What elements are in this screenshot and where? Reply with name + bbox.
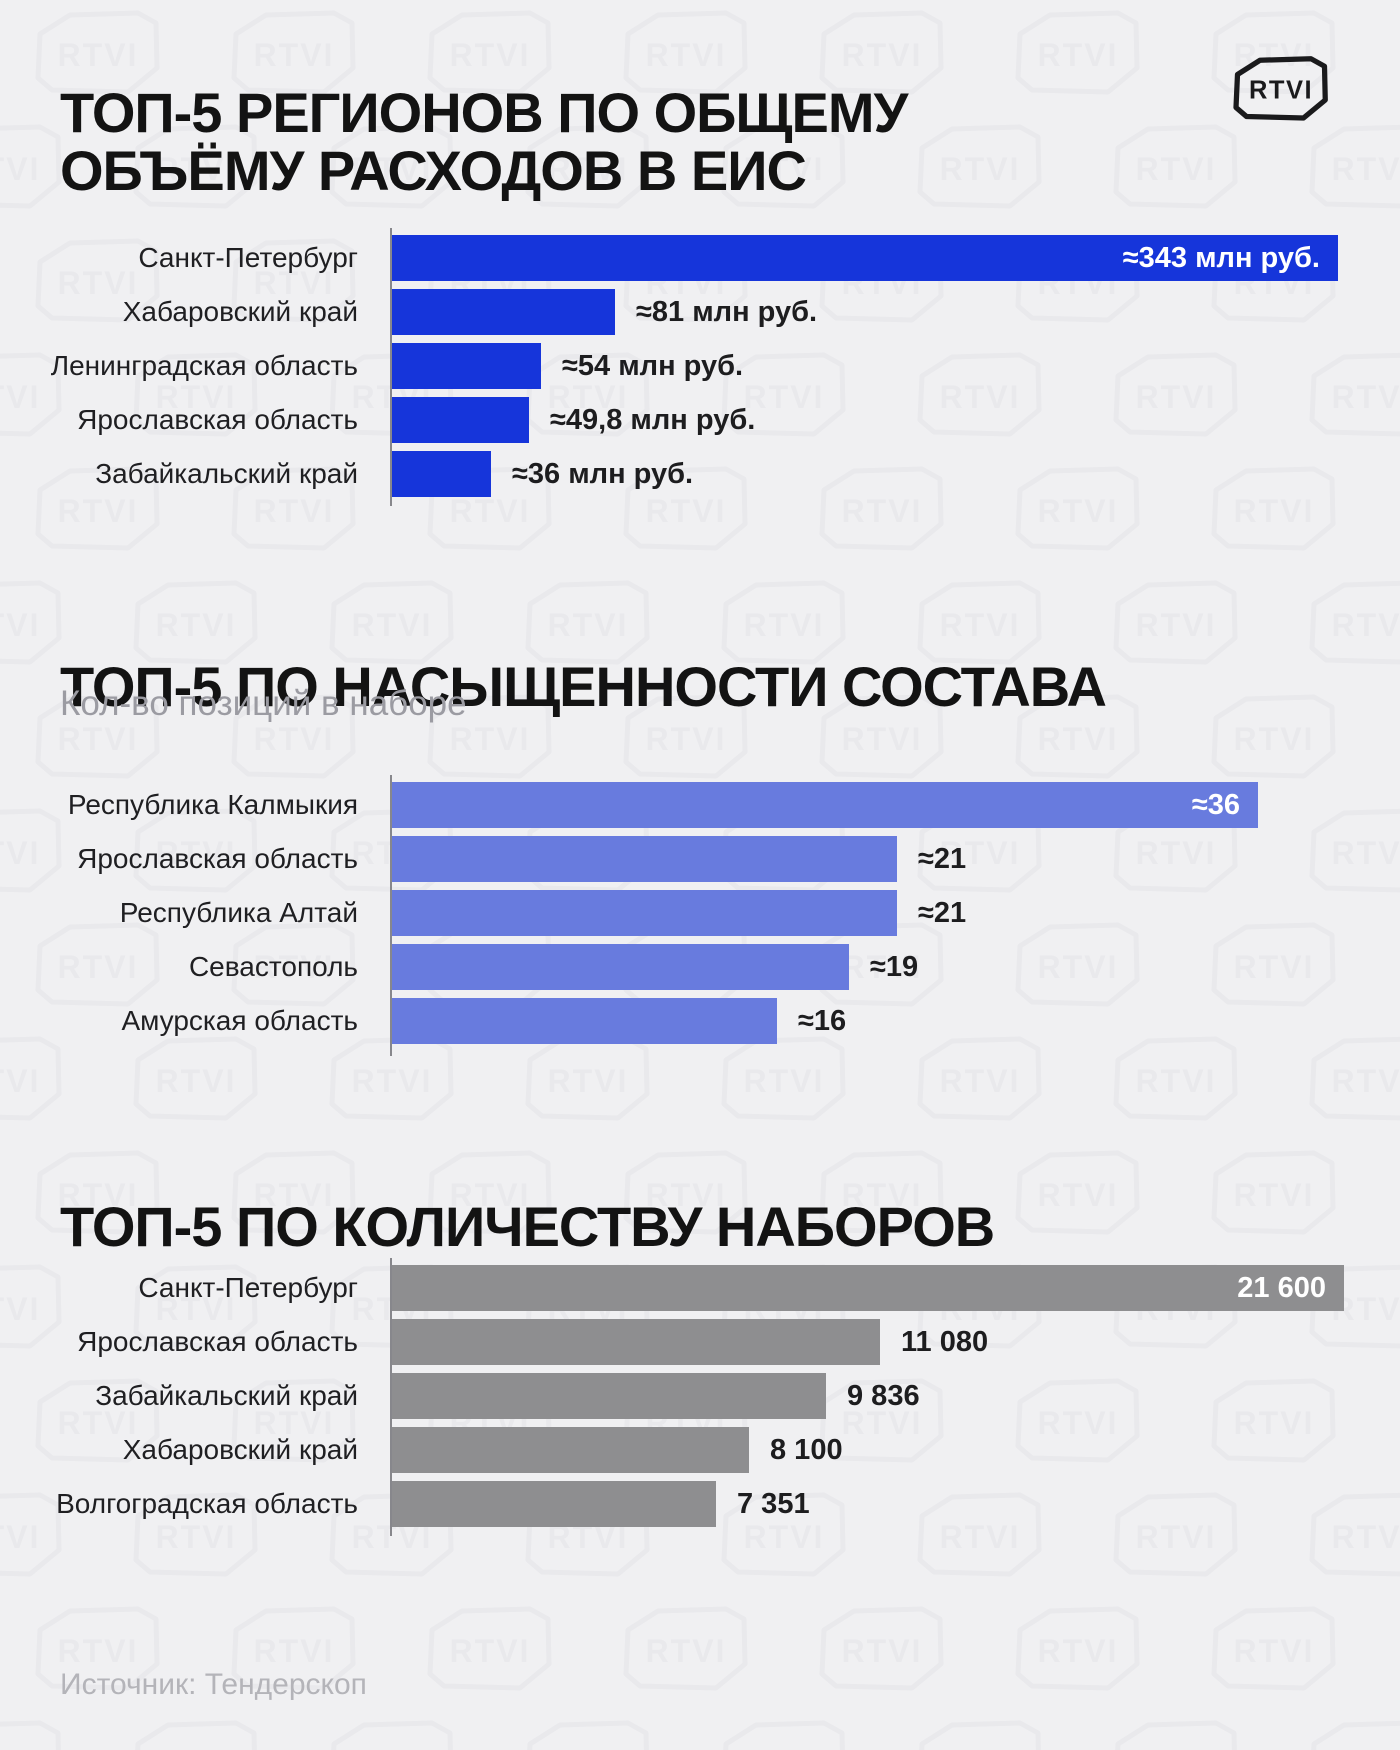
bar [392,944,849,990]
category-label: Хабаровский край [122,296,358,327]
category-label: Республика Калмыкия [67,789,358,820]
bar-track: ≈49,8 млн руб. [392,397,755,443]
chart-row: Ярославская область ≈21 [0,836,1400,882]
chart-row: Ленинградская область ≈54 млн руб. [0,343,1400,389]
bar-track: ≈36 млн руб. [392,451,693,497]
category-label: Ярославская область [77,1326,358,1357]
chart1-axis-line [390,228,392,506]
value-label: ≈49,8 млн руб. [550,403,756,436]
category-label: Ленинградская область [50,350,358,381]
bar-track: ≈54 млн руб. [392,343,743,389]
category-label: Забайкальский край [95,458,358,489]
bar [392,1481,716,1527]
bar [392,397,529,443]
bar [392,343,541,389]
value-label: ≈54 млн руб. [562,349,744,382]
chart-saturation: Республика Калмыкия ≈36 Ярославская област… [0,782,1400,1052]
bar-track: ≈16 [392,998,846,1044]
source-note: Источник: Тендерскоп [60,1668,367,1701]
value-label: ≈81 млн руб. [636,295,818,328]
chart-row: Ярославская область ≈49,8 млн руб. [0,397,1400,443]
category-label: Санкт-Петербург [138,242,358,273]
category-label: Ярославская область [77,843,358,874]
bar [392,451,491,497]
bar-track: ≈36 [392,782,1258,828]
value-label: ≈343 млн руб. [1122,242,1320,274]
bar [392,1319,880,1365]
bar-track: 21 600 [392,1265,1344,1311]
bar-track: ≈19 [392,944,918,990]
chart-title-sets-count: ТОП-5 ПО КОЛИЧЕСТВУ НАБОРОВ [60,1195,995,1259]
value-label: 11 080 [901,1325,989,1358]
bar-track: ≈81 млн руб. [392,289,817,335]
bar [392,1373,826,1419]
chart-row: Севастополь ≈19 [0,944,1400,990]
bar: ≈343 млн руб. [392,235,1338,281]
value-label: 21 600 [1237,1272,1326,1304]
bar: ≈36 [392,782,1258,828]
chart-row: Хабаровский край 8 100 [0,1427,1400,1473]
bar-track: 8 100 [392,1427,843,1473]
chart-row: Волгоградская область 7 351 [0,1481,1400,1527]
chart-sets-count: Санкт-Петербург 21 600 Ярославская область… [0,1265,1400,1535]
bar: 21 600 [392,1265,1344,1311]
category-label: Севастополь [188,951,358,982]
category-label: Ярославская область [77,404,358,435]
bar-track: 9 836 [392,1373,920,1419]
chart-row: Хабаровский край ≈81 млн руб. [0,289,1400,335]
category-label: Волгоградская область [56,1488,358,1519]
value-label: ≈19 [870,950,919,983]
chart3-axis-line [390,1258,392,1536]
value-label: 9 836 [847,1379,920,1412]
category-label: Забайкальский край [95,1380,358,1411]
category-label: Хабаровский край [122,1434,358,1465]
chart-subtitle-saturation: Кол-во позиций в наборе [60,684,467,723]
value-label: ≈21 [918,842,967,875]
bar-track: 11 080 [392,1319,988,1365]
category-label: Санкт-Петербург [138,1272,358,1303]
rtvi-logo-text: RTVI [1249,77,1313,105]
chart-row: Забайкальский край ≈36 млн руб. [0,451,1400,497]
category-label: Республика Алтай [119,897,358,928]
chart-row: Амурская область ≈16 [0,998,1400,1044]
bar [392,836,897,882]
value-label: ≈16 [798,1004,847,1037]
bar-track: ≈343 млн руб. [392,235,1338,281]
bar-track: ≈21 [392,836,966,882]
chart-row: Ярославская область 11 080 [0,1319,1400,1365]
chart-row: Санкт-Петербург 21 600 [0,1265,1400,1311]
bar-track: 7 351 [392,1481,810,1527]
value-label: ≈21 [918,896,967,929]
bar-track: ≈21 [392,890,966,936]
bar [392,998,777,1044]
value-label: ≈36 [1191,789,1240,821]
value-label: 8 100 [770,1433,843,1466]
chart-row: Республика Алтай ≈21 [0,890,1400,936]
chart-expenses: Санкт-Петербург ≈343 млн руб. Хабаровский … [0,235,1400,505]
chart-title-expenses: ТОП-5 РЕГИОНОВ ПО ОБЩЕМУ ОБЪЁМУ РАСХОДОВ… [60,80,908,202]
chart-row: Республика Калмыкия ≈36 [0,782,1400,828]
value-label: 7 351 [737,1487,810,1520]
chart2-axis-line [390,775,392,1056]
chart-row: Забайкальский край 9 836 [0,1373,1400,1419]
category-label: Амурская область [121,1005,358,1036]
rtvi-logo: RTVI [1233,56,1328,121]
value-label: ≈36 млн руб. [512,457,694,490]
bar [392,1427,749,1473]
bar [392,289,615,335]
chart-row: Санкт-Петербург ≈343 млн руб. [0,235,1400,281]
bar [392,890,897,936]
